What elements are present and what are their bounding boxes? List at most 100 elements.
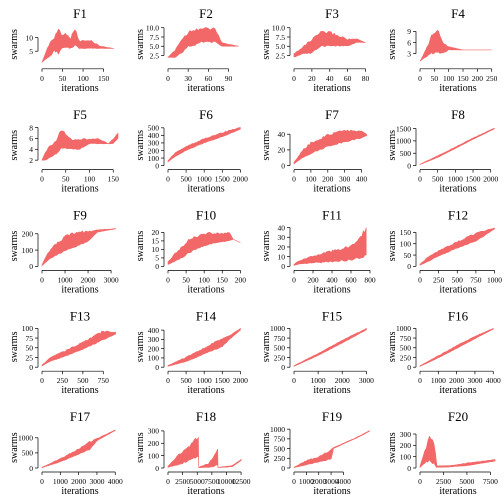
x-tick-label: 10000 <box>217 477 236 486</box>
swarm-band <box>167 127 241 163</box>
x-tick-label: 0 <box>166 175 170 184</box>
y-axis-label: swarms <box>135 231 146 262</box>
y-tick-label: 2.5 <box>276 51 286 60</box>
y-axis-label: swarms <box>9 29 20 60</box>
y-tick-label: 10.0 <box>146 24 159 33</box>
y-tick-label: 200 <box>148 439 160 448</box>
x-tick-label: 3000 <box>104 275 119 284</box>
y-axis-label: swarms <box>261 130 272 161</box>
y-axis-label: swarms <box>135 432 146 463</box>
swarm-band <box>293 227 367 266</box>
x-tick-label: 250 <box>433 275 445 284</box>
x-tick-label: 50 <box>431 74 439 83</box>
x-tick-label: 1000 <box>58 275 73 284</box>
x-tick-label: 0 <box>292 275 296 284</box>
y-axis-label: swarms <box>9 331 20 362</box>
y-tick-label: 250 <box>274 353 286 362</box>
y-tick-label: 100 <box>400 452 412 461</box>
x-axis-label: iterations <box>187 284 224 295</box>
x-axis-label: iterations <box>187 184 224 195</box>
x-axis-label: iterations <box>313 184 350 195</box>
y-tick-label: 0 <box>281 464 285 473</box>
x-axis-label: iterations <box>61 83 98 94</box>
panel-title: F14 <box>196 308 217 323</box>
y-tick-label: 40 <box>278 223 286 232</box>
panel-title: F3 <box>325 6 339 21</box>
y-tick-label: 2.5 <box>150 51 160 60</box>
y-tick-label: 300 <box>148 335 160 344</box>
swarm-band <box>41 429 116 469</box>
x-tick-label: 1000 <box>487 275 502 284</box>
y-tick-label: 750 <box>274 334 286 343</box>
y-tick-label: 6 <box>407 38 411 47</box>
x-tick-label: 0 <box>292 376 296 385</box>
y-tick-label: 75 <box>26 334 34 343</box>
x-tick-label: 2500 <box>175 477 190 486</box>
y-tick-label: 10 <box>278 252 286 261</box>
x-tick-label: 0 <box>166 74 170 83</box>
panel-title: F4 <box>451 6 465 21</box>
y-tick-label: 100 <box>22 246 34 255</box>
panel-f4: F4 3 6 9 0 50 100 150 200 250 iterations swarms <box>387 6 498 94</box>
x-tick-label: 1000 <box>299 477 314 486</box>
y-axis-label: swarms <box>135 130 146 161</box>
x-axis-label: iterations <box>439 284 476 295</box>
x-tick-label: 100 <box>77 74 89 83</box>
x-tick-label: 500 <box>452 275 464 284</box>
y-axis-label: swarms <box>261 29 272 60</box>
x-tick-label: 750 <box>470 275 482 284</box>
x-tick-label: 50 <box>59 74 67 83</box>
swarm-band <box>41 28 114 63</box>
y-tick-label: 40 <box>278 130 286 139</box>
y-axis-label: swarms <box>387 231 398 262</box>
y-tick-label: 1000 <box>270 324 285 333</box>
y-axis-label: swarms <box>261 432 272 463</box>
y-tick-label: 100 <box>148 154 160 163</box>
y-axis-label: swarms <box>387 29 398 60</box>
x-tick-label: 2000 <box>233 376 248 385</box>
swarm-band <box>419 127 495 166</box>
y-tick-label: 10 <box>26 33 34 42</box>
x-tick-label: 50 <box>62 175 70 184</box>
x-tick-label: 150 <box>217 275 229 284</box>
x-tick-label: 0 <box>40 74 44 83</box>
y-tick-label: 10 <box>152 245 160 254</box>
swarm-band <box>293 129 367 165</box>
x-tick-label: 500 <box>432 175 444 184</box>
x-tick-label: 250 <box>486 74 498 83</box>
y-tick-label: 0 <box>407 262 411 271</box>
y-tick-label: 5 <box>29 47 33 56</box>
y-tick-label: 100 <box>148 354 160 363</box>
x-tick-label: 0 <box>166 275 170 284</box>
swarm-band <box>293 327 367 367</box>
x-axis-label: iterations <box>313 385 350 396</box>
y-tick-label: 150 <box>400 228 412 237</box>
x-axis-label: iterations <box>187 385 224 396</box>
y-tick-label: 100 <box>400 240 412 249</box>
y-tick-label: 500 <box>22 449 34 458</box>
swarm-band <box>41 130 119 161</box>
y-tick-label: 30 <box>278 233 286 242</box>
x-tick-label: 150 <box>108 175 120 184</box>
x-tick-label: 4000 <box>336 477 351 486</box>
y-tick-label: 300 <box>148 427 160 436</box>
y-tick-label: 3 <box>407 49 411 58</box>
y-tick-label: 20 <box>278 146 286 155</box>
y-tick-label: 0 <box>407 363 411 372</box>
panel-title: F13 <box>70 308 90 323</box>
x-tick-label: 0 <box>418 477 422 486</box>
y-tick-label: 15 <box>152 237 160 246</box>
panel-title: F10 <box>196 208 216 223</box>
x-tick-label: 0 <box>418 376 422 385</box>
panel-title: F16 <box>448 308 469 323</box>
y-tick-label: 20 <box>152 228 160 237</box>
x-tick-label: 100 <box>84 175 96 184</box>
x-tick-label: 2000 <box>311 477 326 486</box>
y-axis-label: swarms <box>135 29 146 60</box>
y-tick-label: 0 <box>281 363 285 372</box>
